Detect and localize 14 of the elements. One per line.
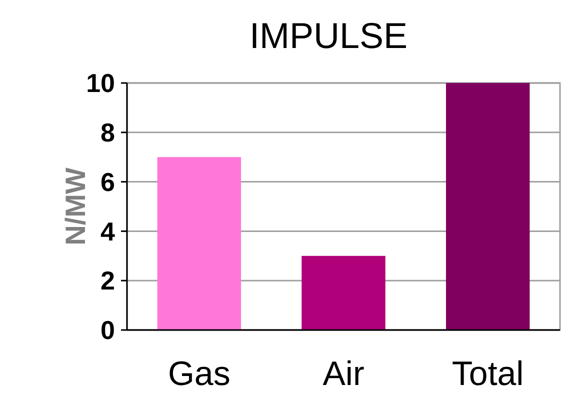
y-tick-label: 6 [100,166,115,197]
bar [446,83,530,330]
y-tick-label: 8 [100,118,115,148]
bar [302,256,386,330]
chart-title: IMPULSE [249,15,408,56]
y-tick-label: 0 [100,315,115,346]
bar [157,157,242,330]
y-tick-label: 10 [86,68,115,98]
x-tick-label: Total [452,355,524,393]
x-tick-label: Gas [168,355,230,393]
y-tick-label: 2 [100,266,115,296]
x-tick-label: Air [322,355,364,393]
y-axis-title: N/MW [60,167,91,246]
y-tick-label: 4 [100,216,116,246]
